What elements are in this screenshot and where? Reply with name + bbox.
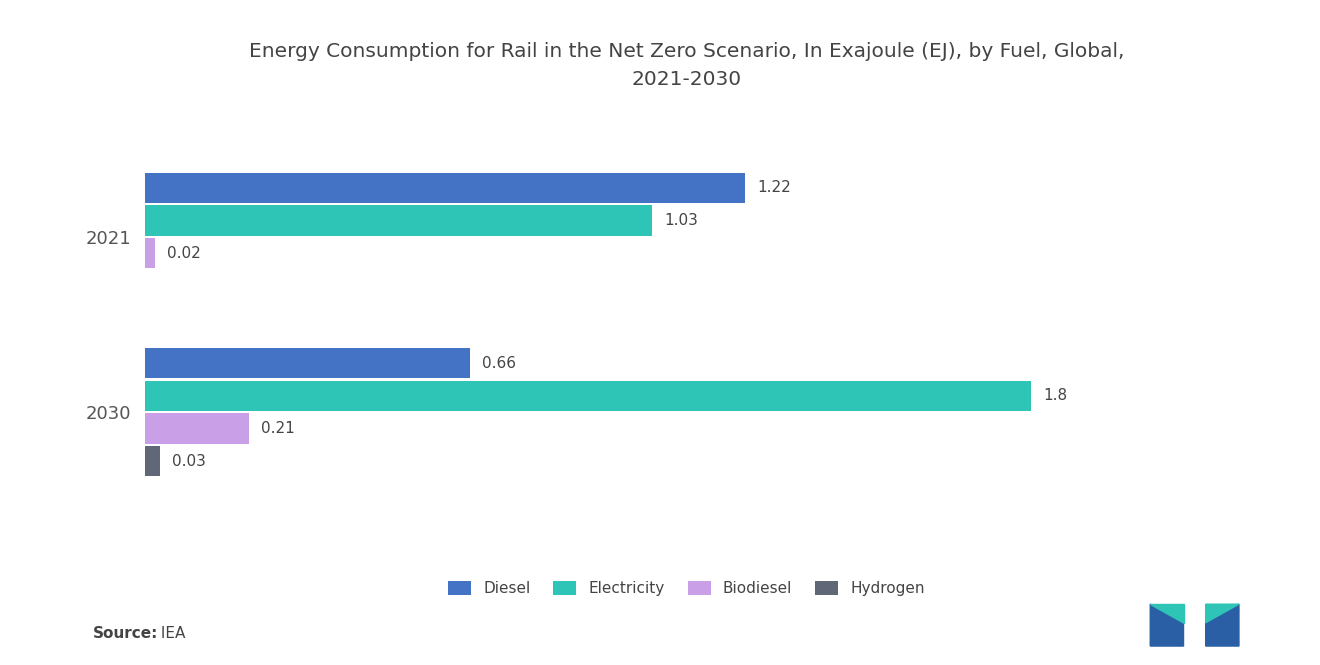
Text: 1.8: 1.8	[1043, 388, 1068, 403]
Bar	[145, 348, 470, 378]
Text: 0.02: 0.02	[168, 246, 201, 261]
Title: Energy Consumption for Rail in the Net Zero Scenario, In Exajoule (EJ), by Fuel,: Energy Consumption for Rail in the Net Z…	[248, 43, 1125, 89]
Polygon shape	[1205, 604, 1239, 622]
Text: 0.21: 0.21	[261, 421, 294, 436]
Text: 0.03: 0.03	[172, 454, 206, 469]
Text: 0.66: 0.66	[482, 356, 516, 370]
Legend: Diesel, Electricity, Biodiesel, Hydrogen: Diesel, Electricity, Biodiesel, Hydrogen	[442, 575, 931, 602]
Text: Source:: Source:	[92, 626, 158, 642]
Bar	[145, 173, 746, 203]
Bar	[145, 205, 652, 235]
Bar	[145, 413, 248, 444]
Text: 1.22: 1.22	[758, 180, 792, 196]
Polygon shape	[1150, 604, 1184, 646]
Polygon shape	[1150, 604, 1184, 622]
Bar	[145, 238, 154, 269]
Polygon shape	[1205, 604, 1239, 646]
Bar	[145, 380, 1031, 411]
Text: 1.03: 1.03	[664, 213, 698, 228]
Bar	[145, 446, 160, 476]
Text: IEA: IEA	[156, 626, 185, 642]
